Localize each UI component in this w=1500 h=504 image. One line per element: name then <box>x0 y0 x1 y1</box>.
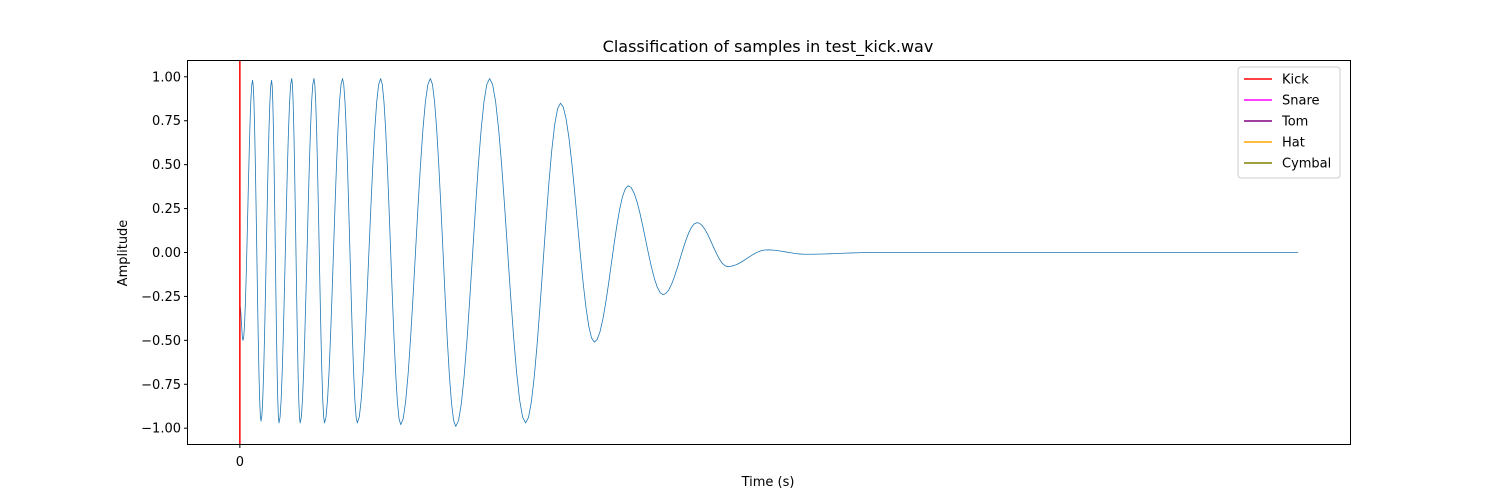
y-tick-label: −1.00 <box>141 422 181 437</box>
legend-label-snare: Snare <box>1282 94 1320 109</box>
y-tick-label: −0.75 <box>141 378 181 393</box>
y-tick-label: 1.00 <box>152 70 181 85</box>
plot-area <box>239 61 1299 444</box>
x-tick-label: 0 <box>236 455 244 470</box>
legend-label-kick: Kick <box>1282 73 1309 88</box>
legend-box <box>1237 66 1341 179</box>
legend-label-hat: Hat <box>1282 136 1305 151</box>
legend-label-tom: Tom <box>1281 115 1308 130</box>
y-tick-label: 0.25 <box>152 202 181 217</box>
legend-label-cymbal: Cymbal <box>1282 157 1331 172</box>
legend: Kick Snare Tom Hat Cymbal <box>1237 66 1341 179</box>
y-tick-label: −0.25 <box>141 290 181 305</box>
chart-title: Classification of samples in test_kick.w… <box>603 37 934 57</box>
y-axis-label: Amplitude <box>116 220 131 287</box>
x-axis-label: Time (s) <box>741 475 795 490</box>
y-axis: 1.00 0.75 0.50 0.25 0.00 −0.25 −0.50 −0.75 −1.00 <box>141 70 188 437</box>
y-tick-label: 0.00 <box>152 246 181 261</box>
y-tick-label: −0.50 <box>141 334 181 349</box>
y-tick-label: 0.50 <box>152 158 181 173</box>
x-axis: 0 <box>236 444 244 470</box>
waveform-line <box>239 78 1299 427</box>
y-tick-label: 0.75 <box>152 114 181 129</box>
